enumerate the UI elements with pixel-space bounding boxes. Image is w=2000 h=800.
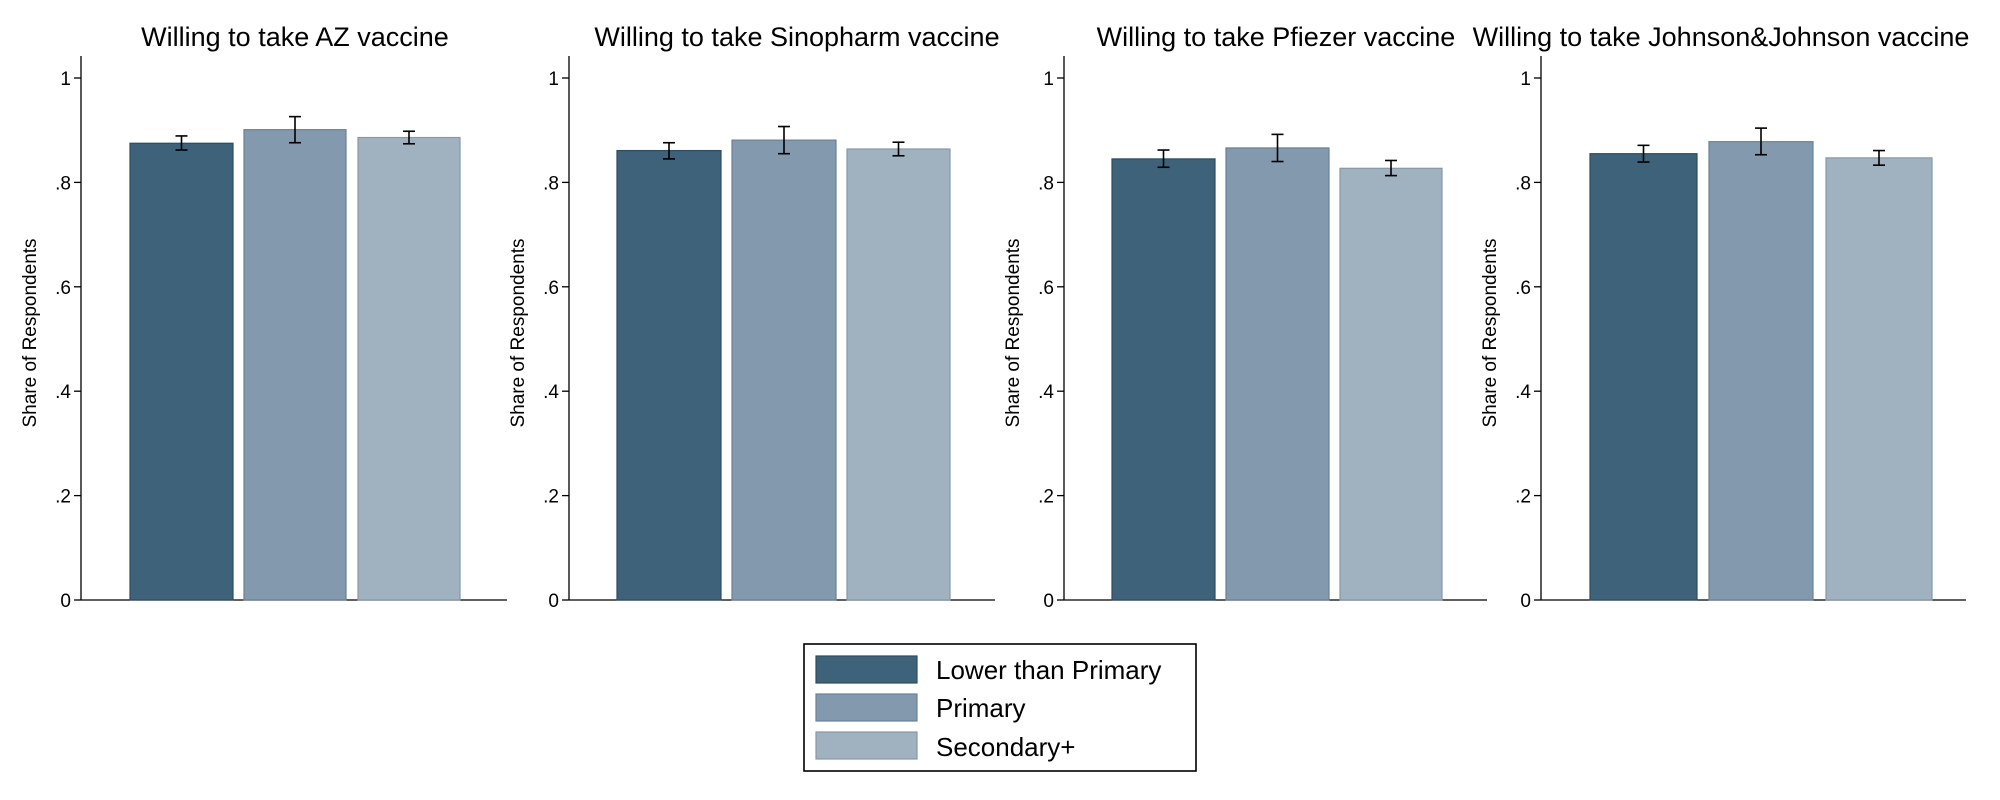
chart-panel: Willing to take Sinopharm vaccine 0 .2 .4 .6… — [508, 22, 1000, 612]
legend-item: Primary — [815, 693, 1026, 723]
bar — [357, 136, 461, 601]
panel-title: Willing to take Sinopharm vaccine — [594, 22, 999, 52]
y-tick-label: 0 — [60, 591, 71, 612]
error-bar — [663, 141, 675, 160]
y-tick-label: .6 — [1038, 278, 1054, 299]
bar — [1111, 158, 1216, 601]
y-tick-label: 0 — [548, 591, 559, 612]
bar — [243, 129, 347, 601]
bar — [1225, 147, 1330, 601]
y-tick-label: .6 — [543, 278, 559, 299]
error-bar — [1637, 144, 1650, 163]
y-tick-label: .2 — [543, 487, 559, 508]
panel-title: Willing to take Pfiezer vaccine — [1097, 22, 1456, 52]
y-tick-label: .8 — [543, 173, 559, 194]
chart-panel: Willing to take Johnson&Johnson vaccine 0… — [1473, 22, 1970, 612]
y-tick-label: .4 — [543, 382, 559, 403]
error-bar — [1385, 159, 1397, 177]
y-tick-label: .4 — [1038, 382, 1054, 403]
error-bar — [892, 141, 905, 157]
legend-swatch-primary — [815, 693, 918, 722]
y-tick-label: 0 — [1520, 591, 1531, 612]
error-bar — [1157, 149, 1170, 169]
bar — [1825, 157, 1933, 601]
error-bar — [1873, 149, 1885, 166]
bar — [129, 142, 234, 601]
chart-panel: Willing to take AZ vaccine 0 .2 .4 .6 .8 1 Shar… — [20, 22, 507, 612]
bar — [846, 148, 951, 601]
legend-swatch-lower-than-primary — [815, 655, 918, 684]
bar — [1339, 167, 1443, 601]
bar — [731, 139, 837, 601]
y-axis-label: Share of Respondents — [20, 238, 41, 427]
y-axis-label: Share of Respondents — [508, 238, 529, 427]
legend-label: Lower than Primary — [936, 655, 1161, 685]
legend-item: Secondary+ — [815, 731, 1075, 762]
legend-label: Secondary+ — [936, 732, 1075, 762]
error-bar — [175, 135, 188, 151]
y-tick-label: .2 — [1515, 487, 1531, 508]
y-tick-label: 0 — [1043, 591, 1054, 612]
legend-swatch-secondary-plus — [815, 731, 918, 760]
y-tick-label: .8 — [55, 173, 71, 194]
error-bar — [289, 115, 301, 144]
bar — [1589, 153, 1698, 601]
error-bar — [778, 125, 790, 155]
chart-panel: Willing to take Pfiezer vaccine 0 .2 .4 .6 .8… — [1003, 22, 1487, 612]
bar — [1708, 141, 1814, 601]
y-tick-label: .6 — [1515, 278, 1531, 299]
legend-item: Lower than Primary — [815, 655, 1161, 685]
bar — [616, 149, 722, 601]
panel-title: Willing to take Johnson&Johnson vaccine — [1473, 22, 1970, 52]
y-tick-label: 1 — [60, 69, 71, 90]
y-tick-label: .4 — [1515, 382, 1531, 403]
y-axis-label: Share of Respondents — [1003, 238, 1024, 427]
error-bar — [403, 130, 415, 145]
chart-panels: Willing to take AZ vaccine 0 .2 .4 .6 .8 1 Shar… — [20, 22, 1969, 612]
legend-label: Primary — [936, 693, 1026, 723]
y-tick-label: .8 — [1038, 173, 1054, 194]
y-tick-label: 1 — [548, 69, 559, 90]
y-tick-label: .6 — [55, 278, 71, 299]
panel-title: Willing to take AZ vaccine — [141, 22, 449, 52]
y-tick-label: .2 — [1038, 487, 1054, 508]
y-tick-label: 1 — [1520, 69, 1531, 90]
y-axis-label: Share of Respondents — [1480, 238, 1501, 427]
y-tick-label: .8 — [1515, 173, 1531, 194]
y-tick-label: 1 — [1043, 69, 1054, 90]
error-bar — [1755, 127, 1767, 156]
y-tick-label: .2 — [55, 487, 71, 508]
y-tick-label: .4 — [55, 382, 71, 403]
legend: Lower than Primary Primary Secondary+ — [803, 643, 1197, 772]
error-bar — [1271, 133, 1284, 163]
